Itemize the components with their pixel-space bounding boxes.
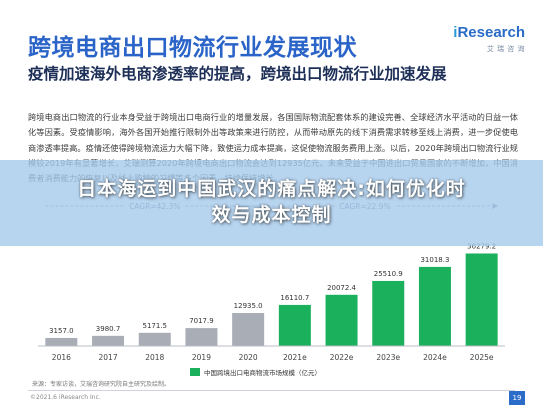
bar-2024e <box>418 266 451 346</box>
bar-2025e <box>465 253 498 346</box>
tick-label-2021e: 2021e <box>283 353 307 362</box>
page-number: 19 <box>509 391 525 405</box>
tick-label-2023e: 2023e <box>376 353 400 362</box>
bar-2021e <box>278 304 311 346</box>
chart-legend: 中国跨境出口电商物流市场规模（亿元） <box>190 368 321 377</box>
tick-label-2016: 2016 <box>52 353 71 362</box>
source-note: 来源：专家访谈，艾瑞咨询研究院自主研究及绘制。 <box>32 381 171 388</box>
bar-2018 <box>138 332 171 346</box>
overlay-headline: 日本海运到中国武汉的痛点解决:如何优化时 效与成本控制 <box>6 176 537 228</box>
page-title: 跨境电商出口物流行业发展现状 <box>28 35 357 61</box>
overlay-banner <box>0 160 543 246</box>
value-label-2016: 3157.0 <box>49 327 74 335</box>
legend-swatch <box>190 368 200 376</box>
bar-2020 <box>232 313 265 346</box>
tick-label-2017: 2017 <box>99 353 118 362</box>
chart-value-labels: 3157.0 3980.7 5171.5 7017.9 12935.0 16110.7 20… <box>49 242 496 334</box>
value-label-2025e: 36279.2 <box>467 242 496 250</box>
tick-label-2018: 2018 <box>145 353 164 362</box>
legend-label: 中国跨境出口电商物流市场规模（亿元） <box>204 368 321 377</box>
bar-2023e <box>372 280 405 346</box>
tick-label-2022e: 2022e <box>330 353 354 362</box>
value-label-2023e: 25510.9 <box>374 270 403 278</box>
value-label-2018: 5171.5 <box>143 322 168 330</box>
tick-label-2025e: 2025e <box>470 353 494 362</box>
copyright-text: ©2021.6 iResearch Inc. <box>30 394 101 401</box>
x-axis-tick-labels: 2016 2017 2018 2019 2020 2021e 2022e 2023e 2024e… <box>52 353 494 362</box>
bar-2016 <box>45 337 78 346</box>
overlay-line-2: 效与成本控制 <box>211 204 332 226</box>
value-label-2019: 7017.9 <box>189 317 214 325</box>
logo-subtitle: 艾 瑞 咨 询 <box>486 45 525 53</box>
bar-2019 <box>185 328 218 346</box>
logo-main-text: Research <box>457 24 525 41</box>
bar-2017 <box>92 335 125 346</box>
overlay-line-1: 日本海运到中国武汉的痛点解决:如何优化时 <box>77 178 466 200</box>
value-label-2024e: 31018.3 <box>420 256 449 264</box>
value-label-2022e: 20072.4 <box>327 284 356 292</box>
tick-label-2019: 2019 <box>192 353 211 362</box>
bar-2022e <box>325 294 358 346</box>
footer-divider <box>28 390 515 391</box>
iresearch-logo: iResearch 艾 瑞 咨 询 <box>445 24 525 54</box>
tick-label-2020: 2020 <box>239 353 258 362</box>
logo-wordmark: iResearch <box>445 24 525 41</box>
logo-prefix: i <box>453 24 458 41</box>
tick-label-2024e: 2024e <box>423 353 447 362</box>
section-subtitle: 疫情加速海外电商渗透率的提高，跨境出口物流行业加速发展 <box>28 65 447 83</box>
chart-bars <box>45 253 498 346</box>
value-label-2020: 12935.0 <box>234 302 263 310</box>
value-label-2017: 3980.7 <box>96 325 121 333</box>
value-label-2021e: 16110.7 <box>280 294 309 302</box>
